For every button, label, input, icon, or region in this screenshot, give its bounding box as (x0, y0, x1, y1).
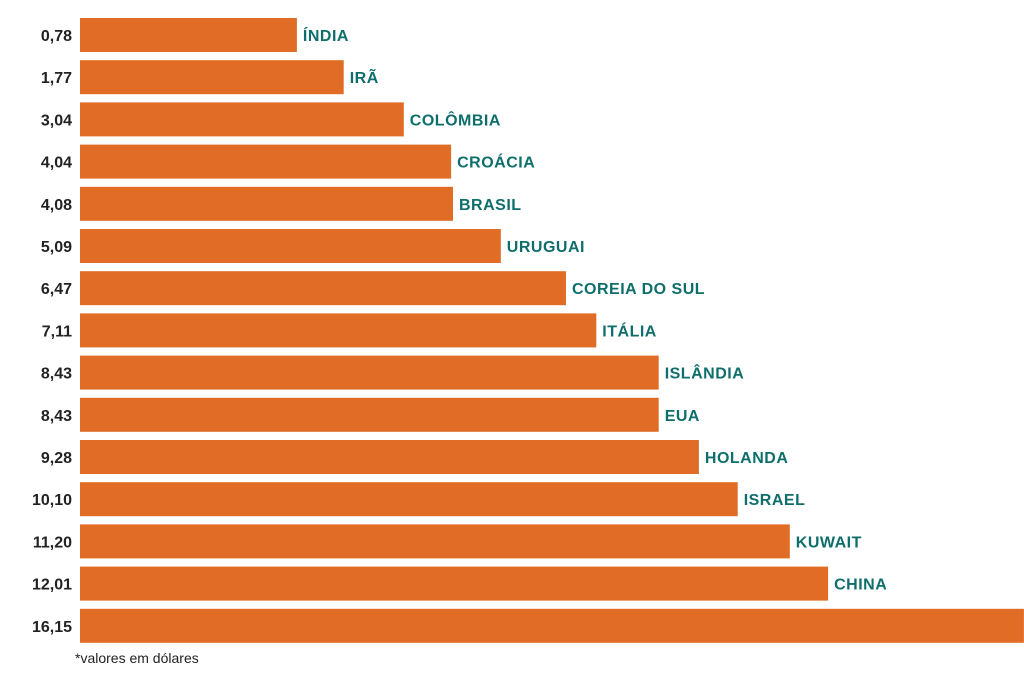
bar-5 (80, 186, 453, 221)
category-label: ISLÂNDIA (665, 364, 745, 383)
value-label: 10,10 (32, 492, 72, 509)
category-label: ITÁLIA (602, 321, 657, 340)
bar-6 (80, 229, 501, 263)
category-label: CHINA (834, 577, 887, 594)
value-label: 4,04 (41, 155, 72, 172)
bar-11 (80, 440, 699, 474)
value-label: 12,01 (32, 577, 72, 594)
category-label: COLÔMBIA (410, 110, 501, 129)
category-label: BRASIL (459, 197, 522, 214)
value-label: 8,43 (41, 366, 72, 383)
value-label: 11,20 (33, 534, 72, 551)
category-label: URUGUAI (507, 239, 585, 256)
value-label: 6,47 (41, 281, 72, 298)
category-label: EUA (665, 408, 700, 425)
value-label: 1,77 (41, 70, 72, 87)
category-label: KUWAIT (796, 534, 862, 551)
value-label: 9,28 (41, 450, 72, 467)
value-label: 7,11 (42, 323, 72, 340)
bar-7 (80, 271, 566, 306)
category-label: HOLANDA (705, 450, 789, 467)
bar-14 (80, 566, 829, 601)
value-label: 3,04 (41, 112, 72, 129)
bar-2 (80, 60, 344, 95)
bar-12 (80, 482, 738, 517)
category-label: COREIA DO SUL (572, 281, 705, 298)
category-label: ISRAEL (744, 492, 806, 509)
bar-15 (80, 608, 1024, 643)
bar-3 (80, 102, 404, 137)
category-label: IRÃ (350, 67, 379, 87)
value-label: 5,09 (41, 239, 72, 256)
bar-10 (80, 397, 659, 432)
value-label: 16,15 (32, 619, 72, 636)
bar-8 (80, 313, 597, 348)
value-label: 8,43 (41, 408, 72, 425)
bar-9 (80, 355, 659, 390)
bar-4 (80, 144, 452, 179)
category-label: CROÁCIA (457, 153, 535, 172)
value-label: 0,78 (41, 28, 72, 45)
value-label: 4,08 (41, 197, 72, 214)
category-label: ÍNDIA (303, 26, 349, 45)
bar-1 (80, 18, 297, 52)
bar-13 (80, 524, 790, 559)
footnote: *valores em dólares (75, 650, 199, 666)
